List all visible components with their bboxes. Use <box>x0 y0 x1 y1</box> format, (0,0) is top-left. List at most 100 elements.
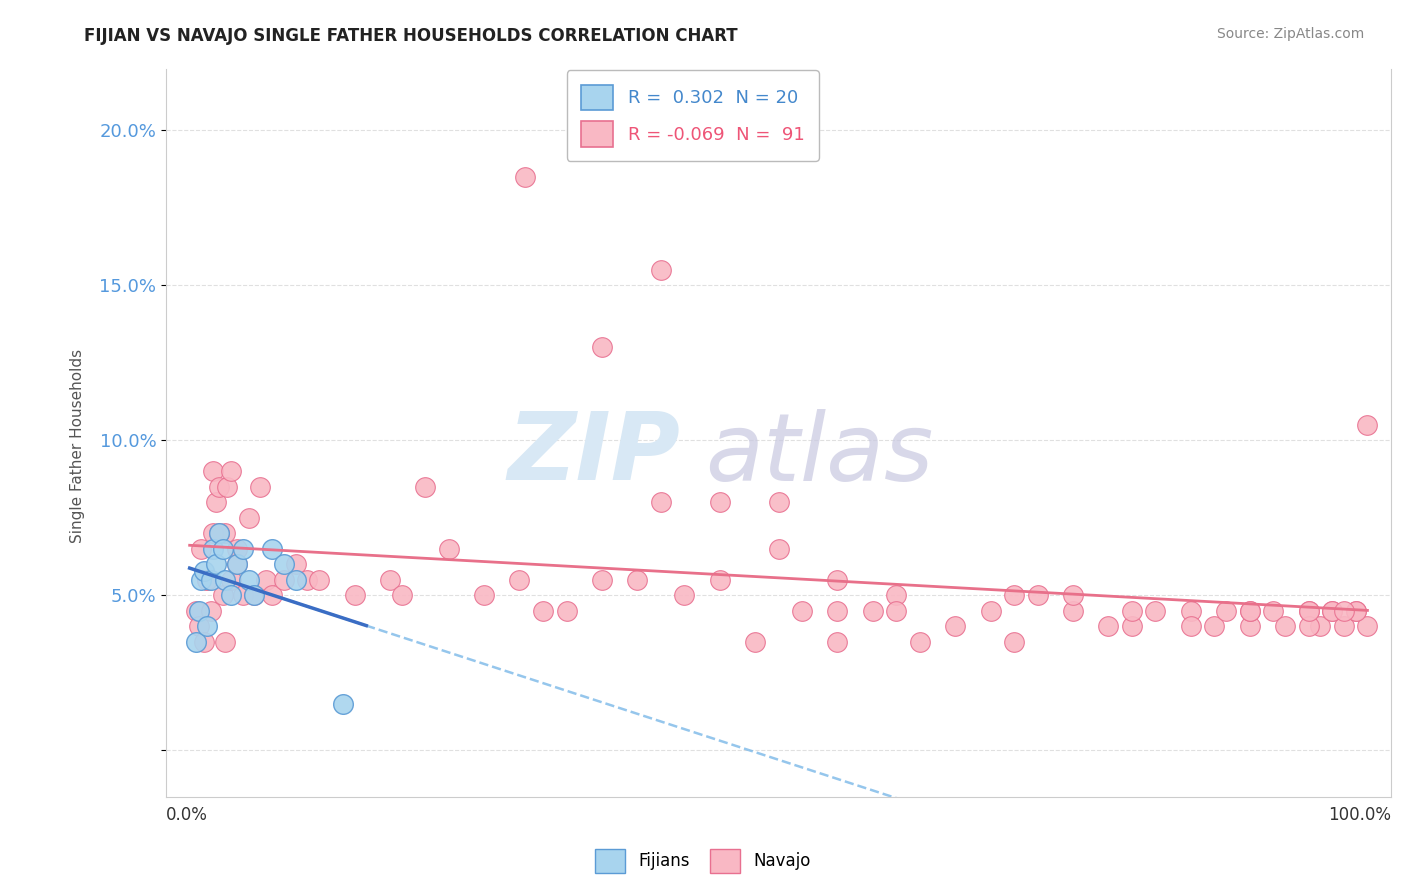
Point <box>243 588 266 602</box>
Point <box>1002 588 1025 602</box>
Point <box>1097 619 1119 633</box>
Point <box>200 604 222 618</box>
Point <box>195 573 218 587</box>
Point <box>1121 619 1143 633</box>
Text: ZIP: ZIP <box>508 409 681 500</box>
Point <box>531 604 554 618</box>
Point <box>508 573 530 587</box>
Point <box>943 619 966 633</box>
Point <box>225 541 247 556</box>
Point <box>1239 604 1261 618</box>
Point <box>744 634 766 648</box>
Legend: R =  0.302  N = 20, R = -0.069  N =  91: R = 0.302 N = 20, R = -0.069 N = 91 <box>567 70 820 161</box>
Point <box>297 573 319 587</box>
Point <box>332 697 354 711</box>
Point <box>673 588 696 602</box>
Point <box>790 604 813 618</box>
Point <box>214 634 236 648</box>
Point <box>1062 588 1084 602</box>
Point <box>980 604 1002 618</box>
Point <box>1121 604 1143 618</box>
Point <box>284 573 307 587</box>
Point <box>219 464 242 478</box>
Text: atlas: atlas <box>704 409 934 500</box>
Point <box>1357 619 1379 633</box>
Text: Source: ZipAtlas.com: Source: ZipAtlas.com <box>1216 27 1364 41</box>
Point <box>1274 619 1296 633</box>
Point <box>1298 604 1320 618</box>
Point <box>884 604 907 618</box>
Point <box>208 526 231 541</box>
Point <box>1298 619 1320 633</box>
Point <box>1333 619 1355 633</box>
Point <box>1215 604 1237 618</box>
Point <box>1239 604 1261 618</box>
Point <box>284 558 307 572</box>
Point <box>232 588 254 602</box>
Point <box>308 573 330 587</box>
Point <box>195 619 218 633</box>
Point <box>650 495 672 509</box>
Point <box>232 541 254 556</box>
Point <box>827 573 849 587</box>
Point <box>238 573 260 587</box>
Point <box>193 634 215 648</box>
Point <box>1298 604 1320 618</box>
Point <box>249 480 271 494</box>
Point <box>254 573 277 587</box>
Point <box>214 526 236 541</box>
Point <box>1204 619 1226 633</box>
Point <box>768 495 790 509</box>
Legend: Fijians, Navajo: Fijians, Navajo <box>589 842 817 880</box>
Point <box>650 263 672 277</box>
Point <box>1344 604 1367 618</box>
Point <box>208 480 231 494</box>
Point <box>709 495 731 509</box>
Point <box>193 564 215 578</box>
Point <box>1263 604 1285 618</box>
Point <box>225 558 247 572</box>
Point <box>211 588 233 602</box>
Point <box>862 604 884 618</box>
Point <box>188 604 211 618</box>
Point <box>202 526 225 541</box>
Point <box>273 573 295 587</box>
Text: 0.0%: 0.0% <box>166 806 208 824</box>
Point <box>1180 604 1202 618</box>
Point <box>515 169 537 184</box>
Point <box>1320 604 1343 618</box>
Text: FIJIAN VS NAVAJO SINGLE FATHER HOUSEHOLDS CORRELATION CHART: FIJIAN VS NAVAJO SINGLE FATHER HOUSEHOLD… <box>84 27 738 45</box>
Point <box>591 573 613 587</box>
Point <box>1320 604 1343 618</box>
Point <box>1357 417 1379 432</box>
Point <box>413 480 436 494</box>
Point <box>262 541 284 556</box>
Point <box>219 588 242 602</box>
Point <box>214 573 236 587</box>
Point <box>768 541 790 556</box>
Point <box>190 573 212 587</box>
Point <box>219 573 242 587</box>
Point <box>1002 634 1025 648</box>
Point <box>190 541 212 556</box>
Point <box>204 558 226 572</box>
Point <box>1344 604 1367 618</box>
Point <box>1026 588 1049 602</box>
Point <box>626 573 648 587</box>
Point <box>217 480 239 494</box>
Point <box>343 588 366 602</box>
Point <box>437 541 460 556</box>
Point <box>709 573 731 587</box>
Point <box>202 541 225 556</box>
Point <box>184 604 207 618</box>
Point <box>827 604 849 618</box>
Point <box>273 558 295 572</box>
Point <box>908 634 931 648</box>
Point <box>200 573 222 587</box>
Point <box>1144 604 1167 618</box>
Point <box>225 558 247 572</box>
Point <box>555 604 578 618</box>
Point <box>1309 619 1331 633</box>
Point <box>1062 604 1084 618</box>
Point <box>1180 619 1202 633</box>
